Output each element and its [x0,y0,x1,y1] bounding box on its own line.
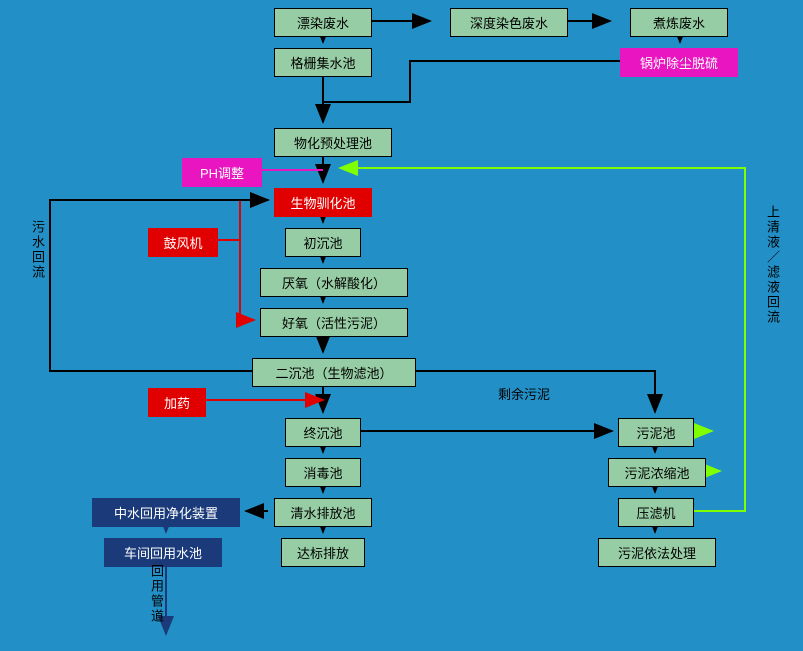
node-n17: 消毒池 [285,458,361,487]
node-n22: 车间回用水池 [104,538,222,567]
node-n7: PH调整 [182,158,262,187]
edge-12 [218,200,268,240]
node-n3: 煮炼废水 [630,8,728,37]
node-n13: 二沉池（生物滤池） [252,358,416,387]
edge-14 [50,200,268,371]
node-n6: 物化预处理池 [274,128,392,157]
label-l2: 上清液／滤液回流 [763,205,782,325]
node-n1: 漂染废水 [274,8,372,37]
node-n16: 污泥池 [618,418,694,447]
node-n11: 厌氧（水解酸化） [260,268,408,297]
node-n15: 终沉池 [285,418,361,447]
node-n21: 压滤机 [618,498,694,527]
label-l3: 剩余污泥 [498,384,550,403]
node-n19: 中水回用净化装置 [92,498,240,527]
node-n18: 污泥浓缩池 [608,458,706,487]
node-n24: 污泥依法处理 [598,538,716,567]
node-n20: 清水排放池 [274,498,372,527]
label-l4: 回用管道 [147,564,166,624]
edge-13 [240,240,254,320]
node-n8: 生物驯化池 [274,188,372,217]
node-n23: 达标排放 [281,538,365,567]
node-n10: 初沉池 [285,228,361,257]
node-n9: 鼓风机 [148,228,218,257]
node-n2: 深度染色废水 [450,8,568,37]
node-n14: 加药 [148,388,206,417]
node-n12: 好氧（活性污泥） [260,308,408,337]
label-l1: 污水回流 [28,220,47,280]
node-n5: 锅炉除尘脱硫 [620,48,738,77]
node-n4: 格栅集水池 [274,48,372,77]
